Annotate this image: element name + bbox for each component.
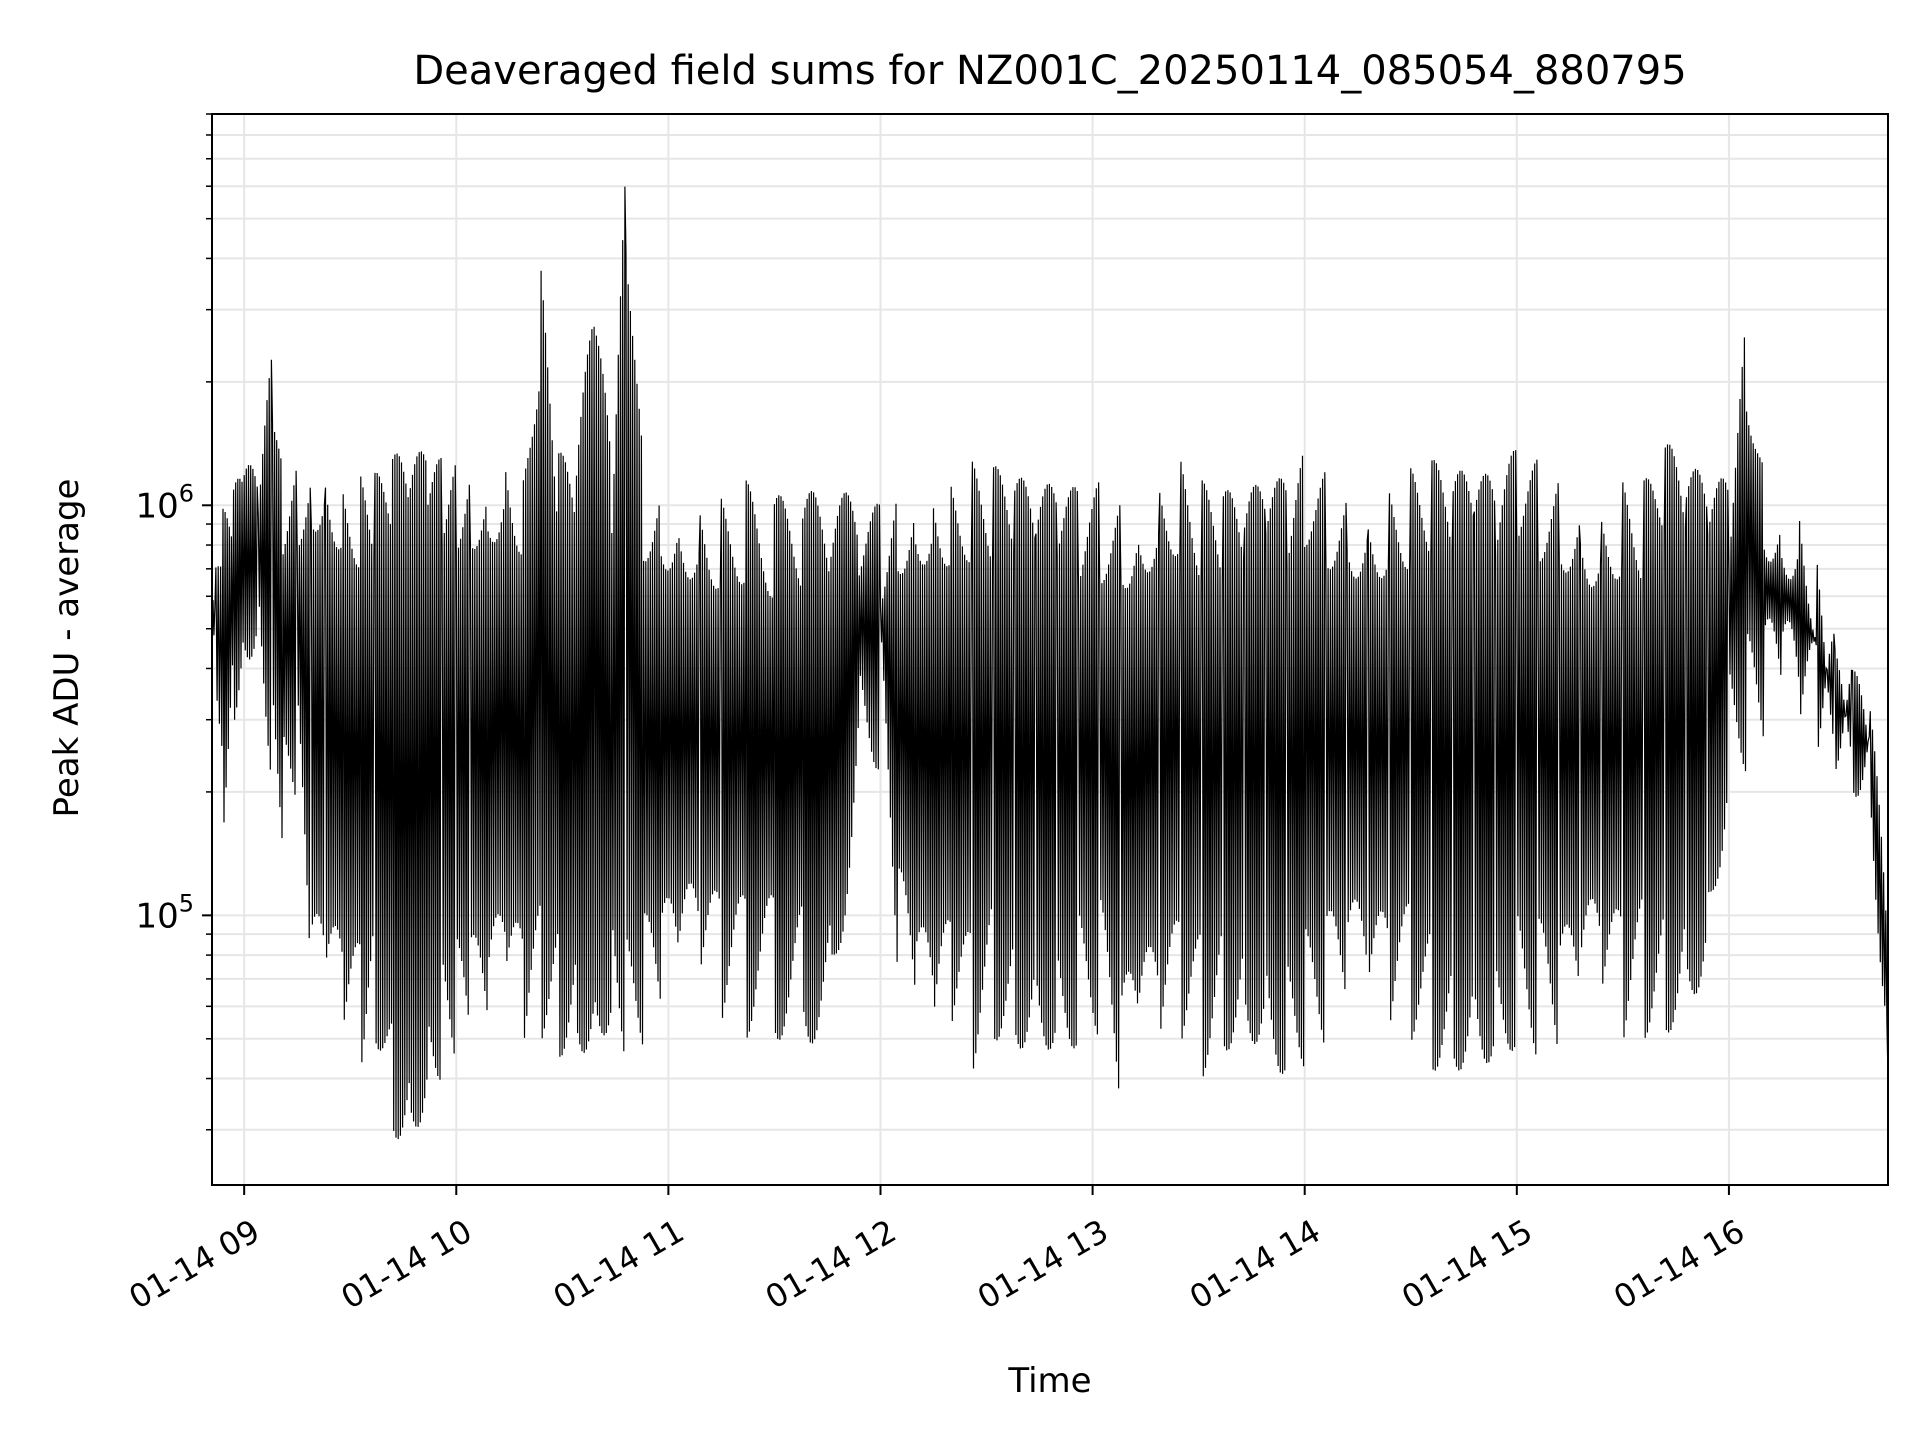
chart-title: Deaveraged field sums for NZ001C_2025011… xyxy=(413,48,1686,94)
y-axis: 105 106 xyxy=(135,113,212,1131)
plot-frame xyxy=(211,113,1889,1186)
series-line xyxy=(212,186,1888,1140)
x-axis-label: Time xyxy=(1007,1361,1091,1401)
y-tick-label: 105 xyxy=(135,889,194,936)
series-polyline xyxy=(212,186,1888,1140)
y-tick-label: 106 xyxy=(135,479,194,526)
y-axis-label: Peak ADU - average xyxy=(47,479,87,818)
